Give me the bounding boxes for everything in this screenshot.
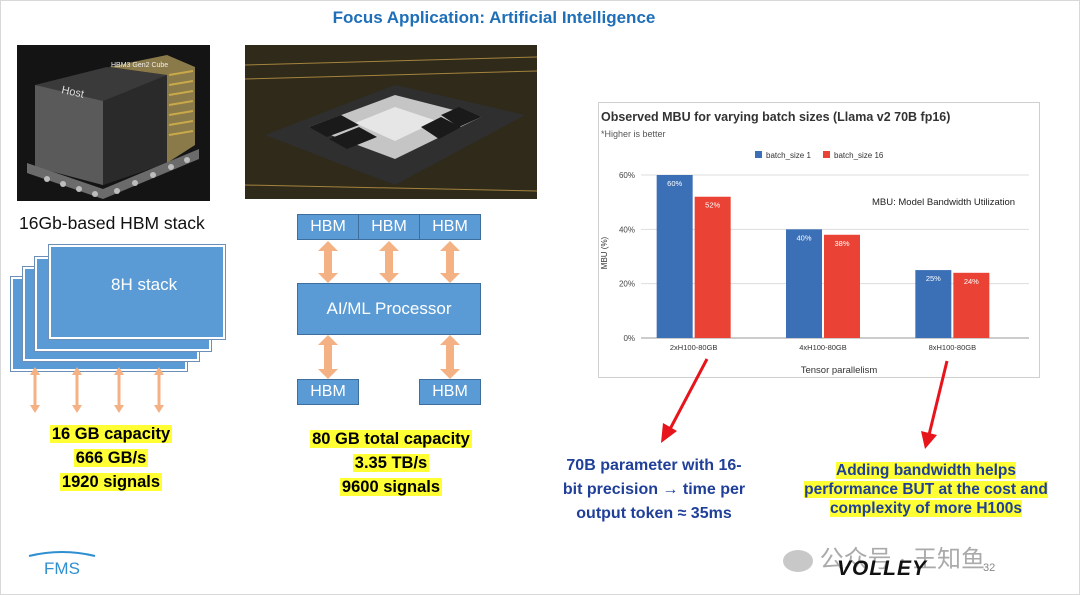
stack-spec-signals: 1920 signals bbox=[59, 473, 163, 491]
photo-cube-label: HBM3 Gen2 Cube bbox=[111, 62, 168, 69]
chart-y-tick: 60% bbox=[619, 171, 635, 180]
chart-bar-label: 40% bbox=[796, 233, 811, 242]
stack-layer-1: 8H stack bbox=[49, 245, 225, 339]
chart-y-tick: 0% bbox=[623, 334, 635, 343]
stack-label: 8H stack bbox=[111, 275, 178, 294]
chart-bar bbox=[824, 234, 860, 338]
watermark-text: 公众号 · 王知鱼 bbox=[819, 546, 985, 573]
chart-bar bbox=[953, 272, 990, 338]
bandwidth-note-line-3: complexity of more H100s bbox=[829, 500, 1023, 517]
chart-annotation: MBU: Model Bandwidth Utilization bbox=[872, 197, 1015, 208]
chart-y-tick: 20% bbox=[619, 280, 635, 289]
processor-specs: 80 GB total capacity 3.35 TB/s 9600 sign… bbox=[291, 427, 491, 499]
chart-x-tick: 8xH100-80GB bbox=[929, 343, 977, 352]
stack-signal-arrows bbox=[30, 367, 164, 413]
latency-note-line-2: bit precision → time per bbox=[562, 481, 746, 498]
gpu-photo bbox=[245, 45, 537, 199]
hbm-stack-caption: 16Gb-based HBM stack bbox=[19, 213, 205, 233]
stack-spec-bandwidth: 666 GB/s bbox=[73, 449, 149, 467]
chart-bar bbox=[694, 196, 731, 338]
hbm-box-top-3: HBM bbox=[419, 214, 481, 240]
chart-bar-label: 24% bbox=[964, 277, 979, 286]
hbm-stack-photo: Host HBM3 Gen2 Cube bbox=[17, 45, 210, 201]
chart-subtitle: *Higher is better bbox=[601, 129, 666, 139]
chart-bar-label: 52% bbox=[705, 201, 720, 210]
ai-ml-processor-box: AI/ML Processor bbox=[297, 283, 481, 335]
chart-bar bbox=[786, 229, 822, 338]
chart-bar bbox=[915, 270, 952, 338]
legend-label: batch_size 1 bbox=[766, 151, 811, 160]
hbm-box-bottom-1: HBM bbox=[297, 379, 359, 405]
chart-bar-label: 38% bbox=[834, 239, 849, 248]
mbu-chart: Observed MBU for varying batch sizes (Ll… bbox=[598, 102, 1040, 378]
hbm-box-top-2: HBM bbox=[358, 214, 420, 240]
legend-swatch bbox=[755, 151, 762, 158]
stack-spec-capacity: 16 GB capacity bbox=[49, 425, 173, 443]
latency-note: 70B parameter with 16- bit precision → t… bbox=[539, 454, 769, 526]
page-number: 32 bbox=[983, 562, 996, 574]
red-arrows bbox=[661, 358, 949, 449]
chart-y-label: MBU (%) bbox=[600, 236, 609, 269]
latency-note-line-1: 70B parameter with 16- bbox=[566, 457, 742, 474]
hbm-processor-arrows bbox=[318, 241, 460, 379]
legend-label: batch_size 16 bbox=[834, 151, 884, 160]
chart-y-tick: 40% bbox=[619, 225, 635, 234]
processor-spec-capacity: 80 GB total capacity bbox=[310, 430, 472, 448]
hbm-box-top-1: HBM bbox=[297, 214, 359, 240]
chart-legend: batch_size 1 batch_size 16 bbox=[755, 151, 884, 160]
bandwidth-note: Adding bandwidth helps performance BUT a… bbox=[789, 461, 1063, 518]
chart-bar-label: 60% bbox=[667, 179, 682, 188]
hbm-box-bottom-2: HBM bbox=[419, 379, 481, 405]
stack-specs: 16 GB capacity 666 GB/s 1920 signals bbox=[21, 422, 201, 494]
chart-x-ticks: 2xH100-80GB 4xH100-80GB 8xH100-80GB bbox=[670, 343, 976, 352]
chart-bar bbox=[656, 175, 693, 338]
slide-title: Focus Application: Artificial Intelligen… bbox=[332, 8, 656, 27]
chart-x-label: Tensor parallelism bbox=[801, 365, 878, 376]
fms-logo: FMS bbox=[27, 550, 97, 585]
processor-spec-signals: 9600 signals bbox=[339, 478, 443, 496]
chart-bar-label: 25% bbox=[926, 274, 941, 283]
chart-x-tick: 4xH100-80GB bbox=[799, 343, 847, 352]
wechat-icon bbox=[783, 549, 813, 572]
processor-spec-bandwidth: 3.35 TB/s bbox=[352, 454, 430, 472]
photo-host-label: Host bbox=[60, 84, 85, 100]
bandwidth-note-line-2: performance BUT at the cost and bbox=[804, 481, 1048, 498]
latency-note-line-3: output token ≈ 35ms bbox=[576, 505, 732, 522]
bandwidth-note-line-1: Adding bandwidth helps bbox=[836, 462, 1016, 479]
chart-x-tick: 2xH100-80GB bbox=[670, 343, 718, 352]
fms-logo-text: FMS bbox=[44, 559, 80, 578]
chart-bars: 60% 52% 40% 38% 25% 24% bbox=[656, 175, 990, 338]
legend-swatch bbox=[823, 151, 830, 158]
watermark: 公众号 · 王知鱼 bbox=[783, 539, 985, 574]
chart-title: Observed MBU for varying batch sizes (Ll… bbox=[601, 110, 950, 124]
volley-logo: VOLLEY bbox=[837, 557, 928, 580]
